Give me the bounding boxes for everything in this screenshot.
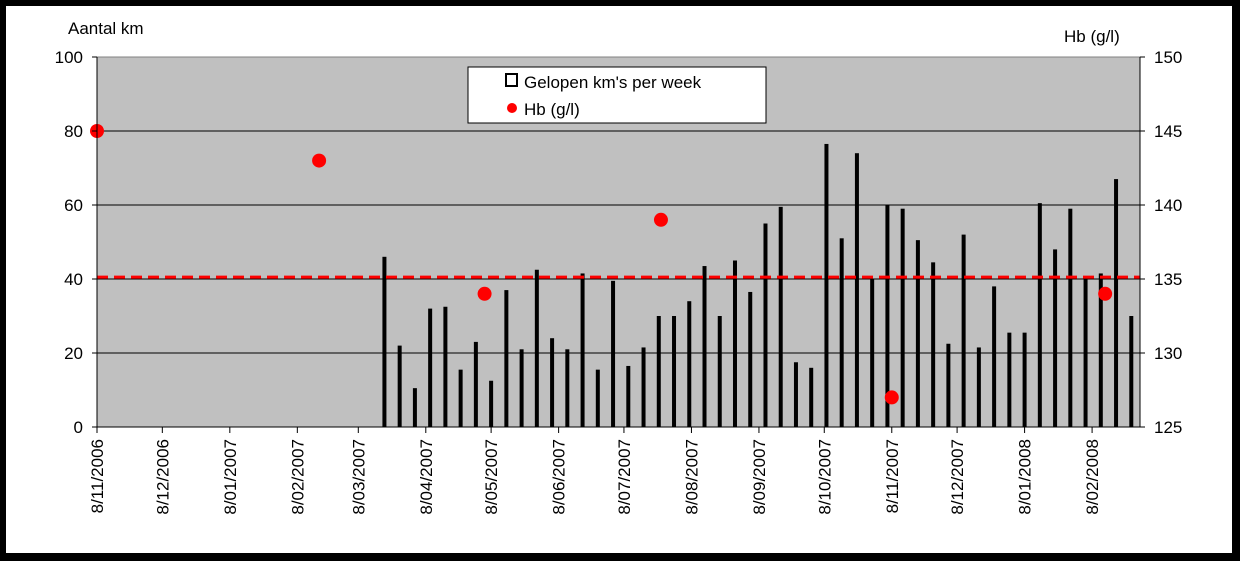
km-bar bbox=[534, 269, 539, 427]
km-bar bbox=[580, 273, 585, 427]
km-bar bbox=[550, 338, 555, 427]
x-tick-label: 8/01/2007 bbox=[221, 439, 240, 515]
km-bar bbox=[504, 290, 509, 427]
km-bar bbox=[976, 347, 981, 427]
km-bar bbox=[702, 266, 707, 427]
km-bar bbox=[458, 369, 463, 427]
km-bar bbox=[824, 143, 829, 427]
right-axis-title: Hb (g/l) bbox=[1064, 27, 1120, 46]
km-bar bbox=[1083, 277, 1088, 427]
hb-series bbox=[90, 124, 1113, 405]
legend-entry-hb: Hb (g/l) bbox=[524, 100, 580, 119]
km-bar bbox=[443, 306, 448, 427]
legend-entry-km: Gelopen km's per week bbox=[524, 73, 702, 92]
x-tick-label: 8/07/2007 bbox=[615, 439, 634, 515]
combo-chart: 0 20 40 60 80 100 125 130 135 140 145 150 8/11/200… bbox=[55, 19, 1183, 515]
km-bar bbox=[595, 369, 600, 427]
x-tick-label: 8/08/2007 bbox=[682, 439, 701, 515]
km-bar bbox=[748, 291, 753, 427]
bar-series bbox=[382, 143, 1134, 427]
x-tick-label: 8/11/2006 bbox=[88, 439, 107, 513]
x-tick-label: 8/12/2006 bbox=[153, 439, 172, 515]
km-bar bbox=[672, 316, 677, 427]
km-bar bbox=[1053, 249, 1058, 427]
right-tick-label: 145 bbox=[1154, 122, 1182, 141]
x-tick-label: 8/06/2007 bbox=[550, 439, 569, 515]
left-tick-label: 20 bbox=[64, 344, 83, 363]
km-bar bbox=[519, 349, 524, 427]
km-bar bbox=[565, 349, 570, 427]
km-bar bbox=[946, 343, 951, 427]
km-bar bbox=[854, 153, 859, 427]
legend-bar-swatch bbox=[505, 73, 518, 87]
km-bar bbox=[732, 260, 737, 427]
km-bar bbox=[915, 240, 920, 427]
km-bar bbox=[1129, 316, 1134, 427]
right-tick-label: 125 bbox=[1154, 418, 1182, 437]
chart-frame: 0 20 40 60 80 100 125 130 135 140 145 150 8/11/200… bbox=[6, 6, 1232, 553]
x-tick-label: 8/05/2007 bbox=[482, 439, 501, 515]
km-bar bbox=[641, 347, 646, 427]
km-bar bbox=[428, 308, 433, 427]
x-tick-label: 8/10/2007 bbox=[815, 439, 834, 515]
km-bar bbox=[1037, 203, 1042, 427]
x-tick-label: 8/02/2008 bbox=[1083, 439, 1102, 515]
left-axis-title: Aantal km bbox=[68, 19, 144, 38]
km-bar bbox=[382, 256, 387, 427]
legend-dot-swatch bbox=[507, 103, 517, 113]
hb-point bbox=[884, 390, 899, 405]
km-bar bbox=[992, 286, 997, 427]
km-bar bbox=[717, 316, 722, 427]
right-tick-label: 130 bbox=[1154, 344, 1182, 363]
x-tick-label: 8/03/2007 bbox=[349, 439, 368, 515]
legend: Gelopen km's per week Hb (g/l) bbox=[467, 66, 767, 124]
km-bar bbox=[626, 365, 631, 427]
x-tick-label: 8/09/2007 bbox=[750, 439, 769, 515]
x-tick-label: 8/12/2007 bbox=[948, 439, 967, 515]
km-bar bbox=[885, 205, 890, 427]
left-tick-label: 100 bbox=[55, 48, 83, 67]
km-bar bbox=[1007, 332, 1012, 427]
km-bar bbox=[489, 380, 494, 427]
km-bar bbox=[809, 367, 814, 427]
km-bar bbox=[931, 262, 936, 427]
km-bar bbox=[961, 234, 966, 427]
km-bar bbox=[793, 362, 798, 427]
left-axis-ticks: 0 20 40 60 80 100 bbox=[55, 48, 98, 437]
hb-point bbox=[477, 286, 492, 301]
right-tick-label: 140 bbox=[1154, 196, 1182, 215]
km-bar bbox=[1114, 179, 1119, 427]
km-bar bbox=[839, 238, 844, 427]
left-tick-label: 80 bbox=[64, 122, 83, 141]
km-bar bbox=[687, 301, 692, 427]
km-bar bbox=[763, 223, 768, 427]
left-tick-label: 0 bbox=[74, 418, 83, 437]
km-bar bbox=[900, 208, 905, 427]
x-tick-label: 8/01/2008 bbox=[1016, 439, 1035, 515]
km-bar bbox=[397, 345, 402, 427]
km-bar bbox=[870, 279, 875, 427]
x-tick-label: 8/02/2007 bbox=[288, 439, 307, 515]
km-bar bbox=[1068, 208, 1073, 427]
km-bar bbox=[1022, 332, 1027, 427]
gridlines bbox=[97, 56, 1140, 354]
x-tick-label: 8/04/2007 bbox=[417, 439, 436, 515]
km-bar bbox=[778, 206, 783, 427]
km-bar bbox=[611, 280, 616, 427]
hb-point bbox=[312, 153, 327, 168]
right-axis-ticks: 125 130 135 140 145 150 bbox=[1139, 48, 1182, 437]
hb-point bbox=[1098, 286, 1113, 301]
right-tick-label: 150 bbox=[1154, 48, 1182, 67]
left-tick-label: 60 bbox=[64, 196, 83, 215]
km-bar bbox=[412, 388, 417, 427]
left-tick-label: 40 bbox=[64, 270, 83, 289]
right-tick-label: 135 bbox=[1154, 270, 1182, 289]
km-bar bbox=[1098, 273, 1103, 427]
x-tick-label: 8/11/2007 bbox=[883, 439, 902, 513]
km-bar bbox=[473, 341, 478, 427]
x-axis-ticks: 8/11/2006 8/12/2006 8/01/2007 8/02/2007 8/03… bbox=[88, 426, 1140, 515]
hb-point bbox=[653, 212, 668, 227]
km-bar bbox=[656, 316, 661, 427]
